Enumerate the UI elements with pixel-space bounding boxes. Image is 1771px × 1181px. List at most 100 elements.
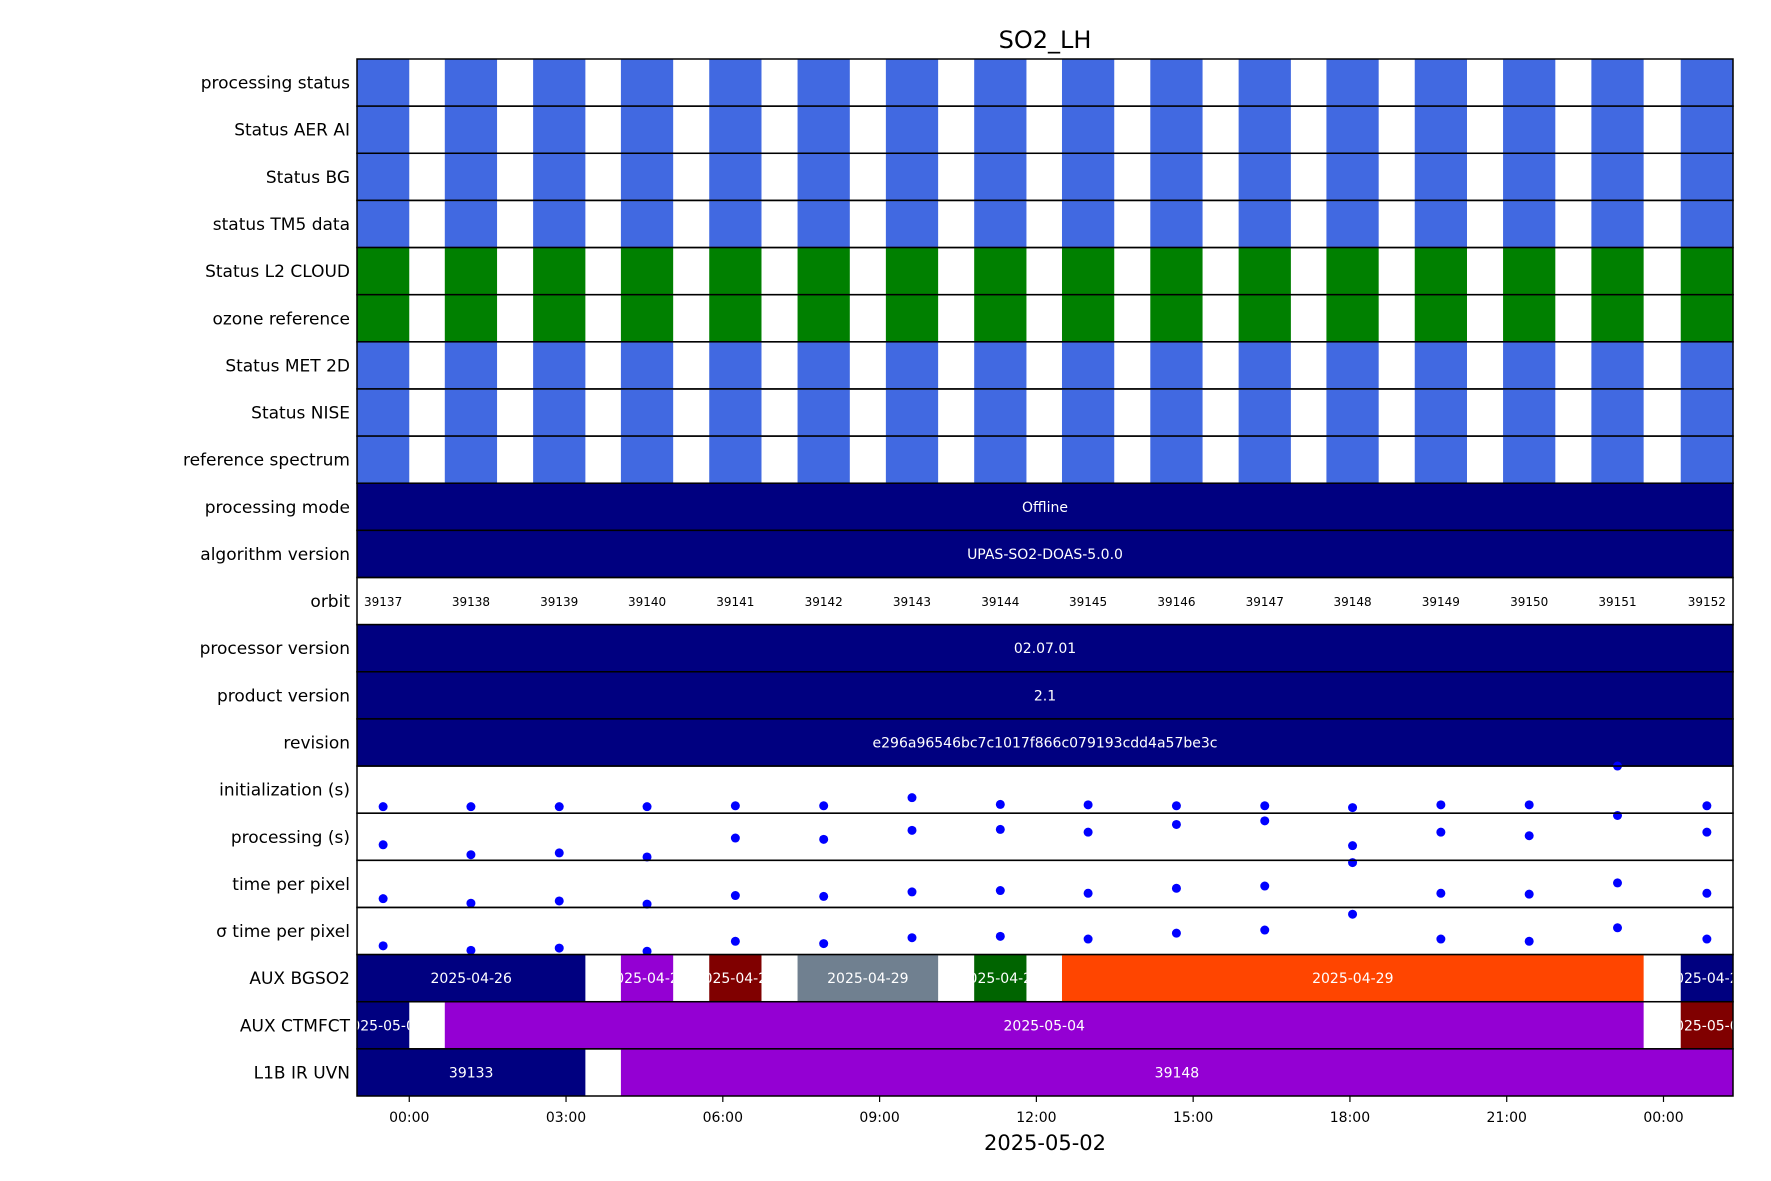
segment-label: 39133 (449, 1065, 494, 1081)
orbit-block (1591, 200, 1644, 248)
orbit-block (444, 388, 498, 437)
orbit-block (620, 294, 674, 342)
data-point (995, 886, 1005, 896)
orbit-block (1150, 59, 1203, 107)
orbit-block (1503, 436, 1556, 484)
orbit-block (1680, 294, 1733, 342)
data-point (1171, 883, 1181, 893)
row-label: revision (283, 733, 350, 753)
orbit-block (1591, 388, 1644, 437)
orbit-block (1150, 436, 1203, 484)
data-point (466, 802, 476, 812)
orbit-block (357, 436, 410, 484)
data-point (819, 834, 829, 844)
orbit-block (533, 341, 586, 389)
orbit-block (885, 106, 939, 154)
orbit-number: 39142 (805, 595, 843, 609)
row-label: σ time per pixel (216, 922, 350, 942)
data-point (1524, 800, 1534, 810)
band-segment (974, 954, 1027, 1002)
row-label: status TM5 data (213, 215, 350, 235)
orbit-block (533, 200, 586, 248)
orbit-block (1680, 200, 1733, 248)
orbit-number: 39145 (1069, 595, 1107, 609)
orbit-number: 39147 (1246, 595, 1284, 609)
orbit-block (709, 247, 762, 295)
orbit-block (1238, 247, 1291, 295)
data-point (1702, 934, 1712, 944)
orbit-block (620, 59, 674, 107)
data-point (1436, 934, 1446, 944)
orbit-block (974, 247, 1027, 295)
orbit-block (797, 153, 850, 201)
orbit-block (1326, 200, 1379, 248)
orbit-block (1591, 341, 1644, 389)
orbit-block (974, 200, 1027, 248)
row (357, 200, 1733, 248)
orbit-block (1326, 341, 1379, 389)
orbit-number: 39152 (1688, 595, 1726, 609)
orbit-block (974, 294, 1027, 342)
orbit-block (709, 200, 762, 248)
orbit-block (709, 153, 762, 201)
row (357, 294, 1733, 342)
data-point (1524, 889, 1534, 899)
data-point (1083, 800, 1093, 810)
data-point (554, 848, 564, 858)
segment-label: 02.07.01 (1014, 641, 1076, 657)
orbit-block (357, 388, 410, 437)
orbit-block (1061, 59, 1115, 107)
data-point (378, 802, 388, 812)
segment-label: 2025-04-26 (431, 971, 512, 987)
data-point (554, 943, 564, 953)
orbit-block (1414, 200, 1467, 248)
orbit-block (797, 436, 850, 484)
x-tick-label: 06:00 (703, 1110, 743, 1126)
orbit-block (1680, 341, 1733, 389)
orbit-block (1414, 247, 1467, 295)
orbit-block (974, 341, 1027, 389)
orbit-block (1061, 294, 1115, 342)
orbit-block (709, 341, 762, 389)
orbit-block (620, 388, 674, 437)
band-segment (1680, 954, 1733, 1002)
orbit-block (444, 59, 498, 107)
data-point (1260, 925, 1270, 935)
orbit-block (1680, 106, 1733, 154)
orbit-block (620, 200, 674, 248)
band-segment (1061, 954, 1644, 1002)
orbit-block (357, 341, 410, 389)
orbit-block (1591, 247, 1644, 295)
segment-label: UPAS-SO2-DOAS-5.0.0 (967, 547, 1123, 563)
orbit-block (974, 436, 1027, 484)
x-tick-label: 18:00 (1330, 1110, 1370, 1126)
row-label: Status AER AI (234, 121, 350, 141)
data-point (1260, 881, 1270, 891)
band-segment (709, 954, 762, 1002)
orbit-block (974, 388, 1027, 437)
orbit-block (444, 153, 498, 201)
data-point (819, 939, 829, 949)
segment-label: 2025-04-29 (960, 971, 1041, 987)
orbit-block (533, 436, 586, 484)
orbit-block (1061, 106, 1115, 154)
orbit-block (1414, 341, 1467, 389)
band-segment (357, 1001, 410, 1049)
row (378, 810, 1712, 862)
x-axis-label: 2025-05-02 (984, 1131, 1106, 1155)
data-point (554, 896, 564, 906)
data-point (1524, 831, 1534, 841)
orbit-block (620, 247, 674, 295)
band-segment (620, 1048, 1733, 1096)
orbit-block (1150, 294, 1203, 342)
orbit-block (1061, 436, 1115, 484)
data-point (554, 802, 564, 812)
data-point (466, 898, 476, 908)
row-label: initialization (s) (219, 781, 350, 801)
data-point (907, 793, 917, 803)
data-point (1260, 801, 1270, 811)
data-point (378, 894, 388, 904)
orbit-block (1238, 59, 1291, 107)
data-point (907, 887, 917, 897)
orbit-block (1503, 247, 1556, 295)
